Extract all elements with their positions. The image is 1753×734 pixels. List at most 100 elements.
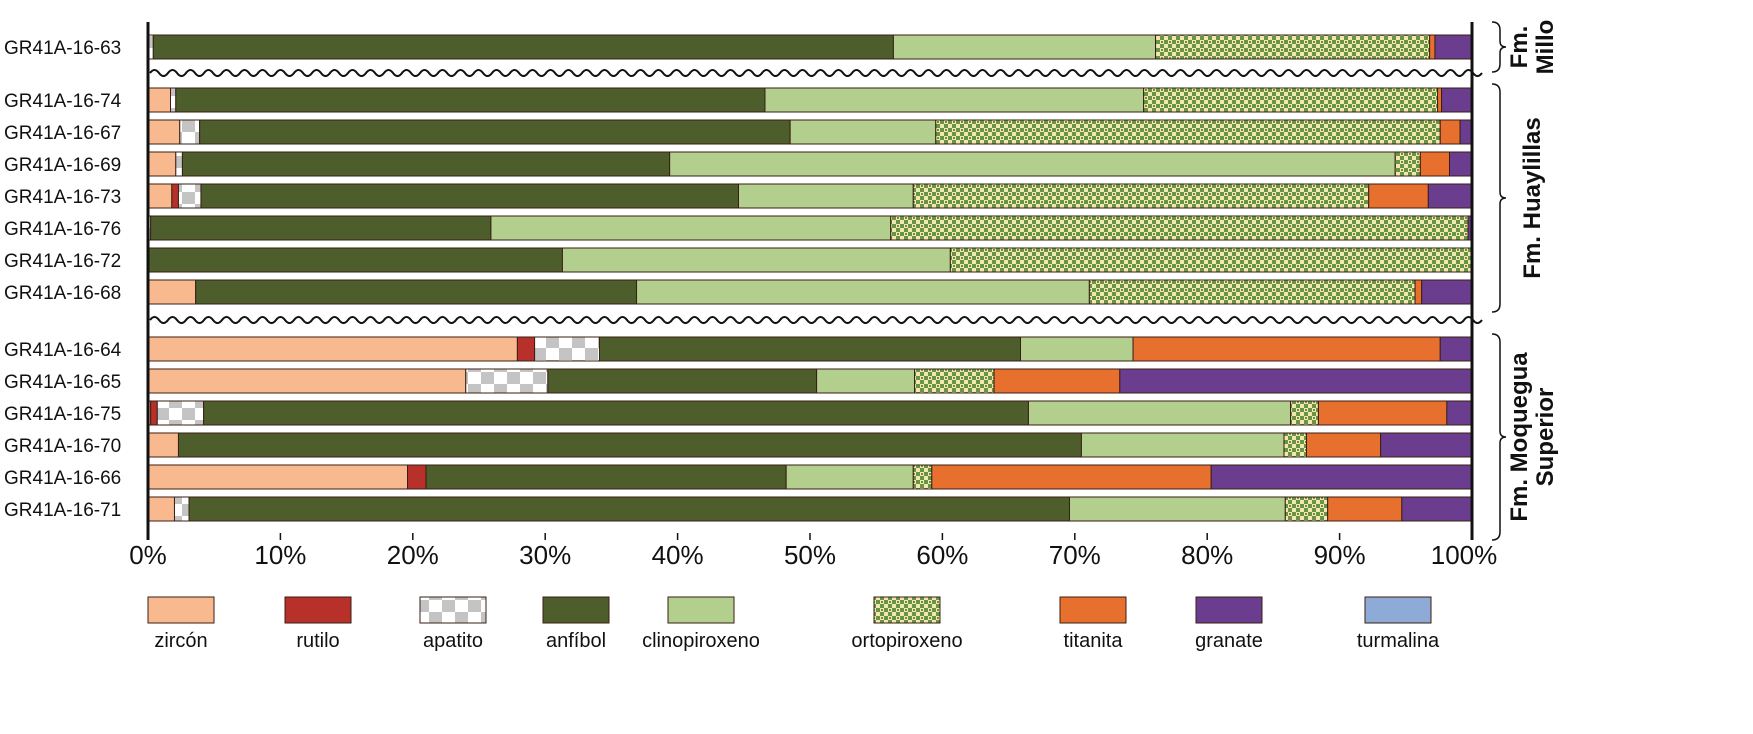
legend-label: rutilo <box>296 630 339 652</box>
x-tick-label: 60% <box>916 540 968 570</box>
bar-segment-titanita <box>931 464 1212 490</box>
x-tick-label: 50% <box>784 540 836 570</box>
formation-groups: Fm. Millo Fm. Huaylillas Fm. Moquegua Superi… <box>1491 20 1559 541</box>
bar-segment-granate <box>1210 464 1473 490</box>
bar-segment-titanita <box>1327 496 1403 522</box>
bar-segment-clinopiroxeno <box>738 183 914 209</box>
bar-segment-zircon <box>147 432 179 458</box>
bar-segment-granate <box>1427 183 1473 209</box>
bar-segment-clinopiroxeno <box>490 215 892 241</box>
bar-segment-titanita <box>1368 183 1429 209</box>
legend-swatch <box>667 596 735 624</box>
bar-segment-anfibol <box>195 279 638 305</box>
row-label: GR41A-16-75 <box>4 404 121 425</box>
bar-segment-zircon <box>147 336 518 362</box>
row-label: GR41A-16-64 <box>4 340 122 361</box>
bar-segment-zircon <box>147 279 197 305</box>
bar-segment-rutilo <box>171 183 179 209</box>
bar-segment-zircon <box>147 151 177 177</box>
legend-label: ortopiroxeno <box>851 630 962 652</box>
x-tick-label: 0% <box>129 540 167 570</box>
bar-segment-anfibol <box>547 368 818 394</box>
legend-label: granate <box>1195 630 1263 652</box>
bar-segment-ortopiroxeno <box>1143 87 1439 113</box>
bar-segment-zircon <box>147 183 173 209</box>
bars-layer <box>147 34 1483 522</box>
row-label: GR41A-16-63 <box>4 38 121 59</box>
bar-segment-apatito <box>156 400 205 426</box>
bar-segment-ortopiroxeno <box>949 247 1473 273</box>
bar-segment-clinopiroxeno <box>789 119 937 145</box>
bar-segment-ortopiroxeno <box>912 183 1370 209</box>
bar-segment-titanita <box>1437 87 1443 113</box>
bar-segment-rutilo <box>150 400 158 426</box>
legend-swatch <box>147 596 215 624</box>
axis-break-line <box>149 316 1483 324</box>
bar-segment-titanita <box>993 368 1121 394</box>
bar-segment-ortopiroxeno <box>890 215 1469 241</box>
bar-segment-clinopiroxeno <box>816 368 916 394</box>
bar-segment-anfibol <box>147 247 563 273</box>
bar-segment-granate <box>1421 279 1473 305</box>
bar-segment-clinopiroxeno <box>561 247 951 273</box>
bar-segment-anfibol <box>200 183 740 209</box>
legend-swatch <box>1059 596 1127 624</box>
bar-segment-titanita <box>1132 336 1441 362</box>
legend-swatch <box>284 596 352 624</box>
bar-segment-clinopiroxeno <box>1069 496 1286 522</box>
row-label: GR41A-16-66 <box>4 468 121 489</box>
row-labels: GR41A-16-63 GR41A-16-74 GR41A-16-67 GR41A-1… <box>4 38 122 521</box>
row-label: GR41A-16-74 <box>4 91 122 112</box>
bar-segment-rutilo <box>407 464 427 490</box>
group-label: Fm. Huaylillas <box>1519 117 1546 278</box>
legend-swatch <box>419 596 487 624</box>
legend-label: clinopiroxeno <box>642 630 760 652</box>
x-tick-label: 40% <box>652 540 704 570</box>
row-label: GR41A-16-65 <box>4 372 121 393</box>
row-label: GR41A-16-70 <box>4 436 121 457</box>
x-tick-label: 30% <box>519 540 571 570</box>
bar-segment-clinopiroxeno <box>1020 336 1134 362</box>
bar-segment-anfibol <box>203 400 1029 426</box>
bar-segment-titanita <box>1439 119 1461 145</box>
bar-segment-clinopiroxeno <box>1080 432 1285 458</box>
x-tick-label: 90% <box>1314 540 1366 570</box>
legend-swatch <box>542 596 610 624</box>
bar-segment-apatito <box>465 368 549 394</box>
bar-segment-ortopiroxeno <box>912 464 933 490</box>
group-label: Millo <box>1532 20 1559 75</box>
x-tick-label: 80% <box>1181 540 1233 570</box>
legend-label: turmalina <box>1357 630 1440 652</box>
bar-segment-granate <box>1119 368 1473 394</box>
bar-segment-granate <box>1401 496 1473 522</box>
bar-segment-clinopiroxeno <box>669 151 1396 177</box>
bar-segment-clinopiroxeno <box>892 34 1157 60</box>
group-label: Fm. <box>1506 26 1533 69</box>
bar-segment-anfibol <box>152 34 894 60</box>
bar-segment-ortopiroxeno <box>914 368 995 394</box>
bar-segment-ortopiroxeno <box>1283 432 1307 458</box>
bar-segment-apatito <box>173 496 190 522</box>
bar-segment-anfibol <box>188 496 1071 522</box>
bar-segment-titanita <box>1306 432 1382 458</box>
bar-segment-clinopiroxeno <box>785 464 914 490</box>
bar-segment-granate <box>1434 34 1473 60</box>
bar-segment-granate <box>1380 432 1473 458</box>
legend-label: zircón <box>154 630 207 652</box>
row-label: GR41A-16-73 <box>4 187 121 208</box>
bar-segment-granate <box>1448 151 1473 177</box>
bar-segment-zircon <box>147 119 181 145</box>
bar-segment-apatito <box>179 119 201 145</box>
group-bracket <box>1491 333 1507 541</box>
bar-segment-anfibol <box>150 215 492 241</box>
bar-segment-apatito <box>177 183 202 209</box>
bar-segment-granate <box>1459 119 1473 145</box>
legend-swatch <box>873 596 941 624</box>
bar-segment-anfibol <box>598 336 1022 362</box>
legend-label: titanita <box>1064 630 1124 652</box>
bar-segment-clinopiroxeno <box>764 87 1145 113</box>
bar-segment-clinopiroxeno <box>1027 400 1292 426</box>
bar-segment-ortopiroxeno <box>1394 151 1421 177</box>
bar-segment-zircon <box>147 496 175 522</box>
x-tick-label: 70% <box>1049 540 1101 570</box>
